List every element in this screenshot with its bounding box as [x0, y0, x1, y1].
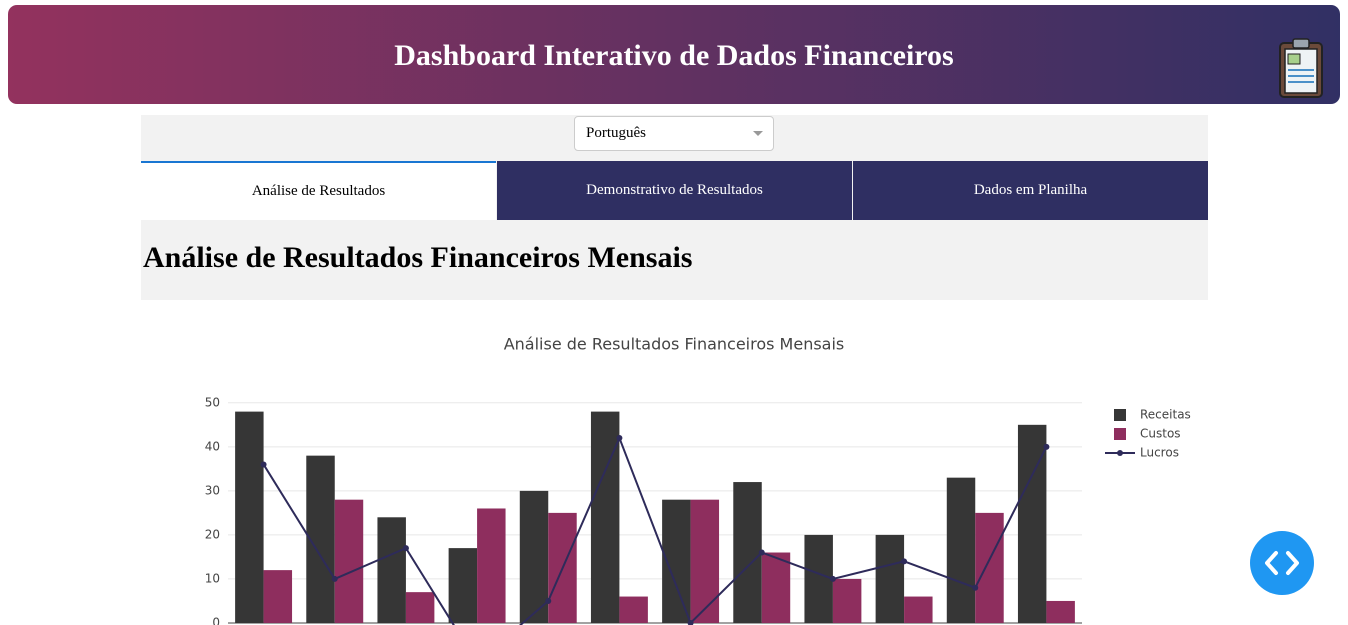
y-tick-label: 10	[205, 571, 220, 585]
chart-title: Análise de Resultados Financeiros Mensai…	[504, 335, 845, 354]
header: Dashboard Interativo de Dados Financeiro…	[8, 5, 1340, 104]
line-marker	[260, 461, 267, 468]
y-tick-label: 50	[205, 395, 220, 409]
line-marker	[972, 584, 979, 591]
y-tick-label: 20	[205, 527, 220, 541]
bar	[377, 517, 406, 623]
legend-label: Custos	[1140, 427, 1181, 441]
legend-swatch	[1117, 450, 1123, 456]
control-panel: Português Análise de Resultados Demonstr…	[141, 115, 1208, 300]
bar	[263, 570, 293, 623]
bar	[1046, 600, 1075, 623]
legend-swatch	[1114, 409, 1126, 421]
line-marker	[687, 619, 694, 625]
bar	[975, 512, 1004, 623]
legend-swatch	[1114, 428, 1126, 440]
bar	[590, 411, 620, 623]
bar	[690, 499, 720, 623]
line-marker	[829, 575, 836, 582]
bar	[519, 490, 549, 623]
bar	[477, 508, 506, 623]
clipboard-icon	[1279, 38, 1323, 98]
bar	[804, 534, 833, 623]
tab[interactable]: Dados em Planilha	[853, 161, 1208, 220]
line-marker	[545, 597, 552, 604]
y-tick-label: 30	[205, 483, 220, 497]
tab[interactable]: Análise de Resultados	[141, 161, 496, 220]
y-tick-label: 0	[212, 615, 220, 625]
bar	[875, 534, 905, 623]
legend-label: Receitas	[1140, 408, 1191, 422]
bar	[405, 592, 435, 623]
language-select[interactable]: Português	[574, 116, 774, 151]
bar	[904, 596, 933, 623]
bar	[448, 548, 478, 623]
tab[interactable]: Demonstrativo de Resultados	[497, 161, 852, 220]
selected-language: Português	[586, 125, 646, 141]
bar	[235, 411, 264, 623]
line-marker	[402, 545, 409, 552]
code-button[interactable]	[1250, 531, 1314, 595]
chart: Análise de Resultados Financeiros Mensai…	[205, 335, 1191, 625]
bar	[334, 499, 364, 623]
line-marker	[331, 575, 338, 582]
y-tick-label: 40	[205, 439, 220, 453]
line-marker	[901, 558, 908, 565]
bar	[619, 596, 648, 623]
section-heading: Análise de Resultados Financeiros Mensai…	[143, 241, 693, 274]
bar	[946, 477, 976, 623]
line-marker	[1043, 443, 1050, 450]
header-title: Dashboard Interativo de Dados Financeiro…	[394, 39, 954, 72]
line	[262, 435, 1048, 625]
bar	[733, 482, 762, 623]
legend-label: Lucros	[1140, 446, 1179, 460]
bar	[761, 552, 791, 623]
line-marker	[616, 435, 623, 442]
bar	[832, 578, 862, 623]
line-marker	[758, 549, 765, 556]
